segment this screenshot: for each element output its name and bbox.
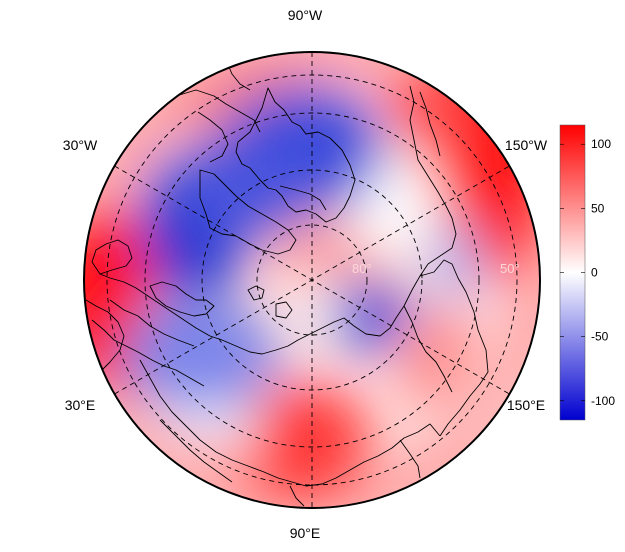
coastline-siberia-north bbox=[99, 273, 381, 355]
border-europe-2 bbox=[109, 299, 195, 347]
coastline-baffin bbox=[197, 111, 229, 163]
coastline-greenland bbox=[199, 169, 297, 255]
anomaly-field bbox=[84, 52, 540, 508]
meridian-30e-150w bbox=[114, 165, 510, 395]
coastline-canadian-archipelago bbox=[235, 87, 356, 223]
latitude-circle-60 bbox=[144, 112, 480, 448]
colorbar: 100 50 0 -50 -100 bbox=[559, 124, 615, 421]
coastline-ellesmere bbox=[279, 185, 327, 211]
longitude-label-lower-right: 150°E bbox=[507, 397, 545, 413]
colorbar-tick-label: 0 bbox=[591, 266, 598, 280]
longitude-label-top: 90°W bbox=[288, 7, 323, 23]
colorbar-tick-label: -50 bbox=[591, 330, 609, 344]
map-outline bbox=[83, 51, 541, 509]
coastline-scandinavia bbox=[91, 239, 133, 275]
border-caspian bbox=[159, 419, 233, 483]
colorbar-tick-label: -100 bbox=[591, 394, 615, 408]
polar-map bbox=[84, 52, 540, 508]
longitude-label-upper-right: 150°W bbox=[505, 137, 548, 153]
border-india bbox=[289, 485, 305, 507]
colorbar-tick-label: 50 bbox=[591, 201, 605, 215]
coastlines bbox=[85, 59, 489, 507]
longitude-label-upper-left: 30°W bbox=[63, 137, 98, 153]
colorbar-gradient bbox=[560, 125, 585, 420]
coastline-kamchatka-okhotsk bbox=[419, 259, 489, 437]
colorbar-tick-label: 100 bbox=[591, 137, 611, 151]
coastline-china-east bbox=[399, 439, 421, 479]
coastline-franz-josef bbox=[247, 285, 265, 301]
latitude-label-50: 50° bbox=[500, 261, 520, 276]
coastline-canada-west bbox=[419, 91, 441, 157]
border-central-asia-2 bbox=[231, 423, 441, 487]
latitude-label-80: 80° bbox=[352, 261, 372, 276]
border-europe-1 bbox=[91, 319, 205, 387]
coastline-east-siberia bbox=[403, 305, 453, 393]
border-central-asia-1 bbox=[139, 359, 233, 461]
coastline-severnaya-zemlya bbox=[275, 301, 293, 319]
colorbar-ticks: 100 50 0 -50 -100 bbox=[560, 137, 615, 408]
longitude-label-lower-left: 30°E bbox=[65, 397, 96, 413]
coastline-novaya-zemlya bbox=[149, 281, 215, 317]
coastline-hudson-north bbox=[175, 89, 261, 133]
graticule bbox=[106, 52, 518, 508]
latitude-circle-80 bbox=[256, 224, 368, 336]
longitude-label-bottom: 90°E bbox=[290, 525, 321, 541]
